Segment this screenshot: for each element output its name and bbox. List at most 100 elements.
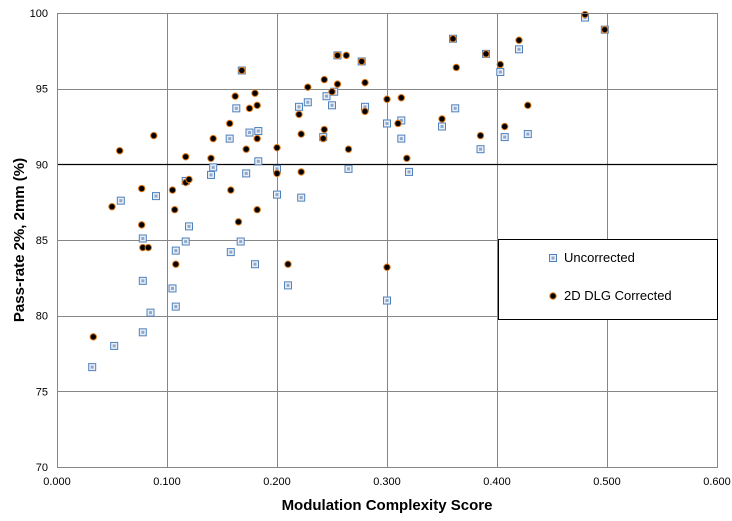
point-corrected bbox=[150, 131, 158, 140]
legend-box bbox=[498, 239, 718, 320]
point-corrected bbox=[253, 206, 261, 214]
point-corrected bbox=[383, 95, 391, 103]
point-uncorrected bbox=[476, 145, 485, 154]
point-corrected bbox=[138, 221, 146, 229]
point-uncorrected bbox=[251, 260, 259, 269]
legend-label-corrected: 2D DLG Corrected bbox=[564, 288, 672, 303]
legend-label-uncorrected: Uncorrected bbox=[564, 250, 635, 265]
point-corrected bbox=[501, 122, 509, 131]
point-corrected bbox=[438, 115, 446, 123]
point-corrected bbox=[227, 186, 235, 194]
point-corrected bbox=[138, 184, 146, 193]
point-uncorrected bbox=[245, 128, 254, 137]
point-corrected bbox=[253, 101, 261, 110]
legend: Uncorrected 2D DLG Corrected bbox=[498, 239, 718, 320]
point-uncorrected bbox=[116, 196, 125, 205]
point-uncorrected bbox=[496, 68, 505, 77]
point-corrected bbox=[394, 119, 402, 128]
x-tick-label: 0.200 bbox=[263, 476, 291, 488]
point-corrected bbox=[328, 87, 336, 96]
point-uncorrected bbox=[207, 170, 215, 179]
point-corrected bbox=[234, 218, 243, 226]
point-uncorrected bbox=[209, 163, 218, 172]
point-corrected bbox=[209, 134, 217, 143]
point-uncorrected bbox=[226, 248, 235, 257]
point-corrected bbox=[344, 145, 353, 153]
point-uncorrected bbox=[303, 98, 312, 107]
point-corrected bbox=[253, 134, 261, 143]
point-uncorrected bbox=[171, 246, 180, 255]
point-corrected bbox=[226, 119, 234, 128]
point-corrected bbox=[333, 80, 342, 88]
point-corrected bbox=[383, 263, 391, 271]
point-corrected bbox=[284, 260, 292, 268]
point-corrected bbox=[358, 57, 366, 66]
point-uncorrected bbox=[88, 363, 97, 372]
point-corrected bbox=[182, 153, 190, 161]
point-corrected bbox=[476, 131, 485, 140]
legend-circle-marker bbox=[549, 292, 557, 300]
point-corrected bbox=[319, 134, 327, 143]
point-uncorrected bbox=[138, 328, 147, 337]
point-uncorrected bbox=[232, 104, 241, 113]
y-tick-label: 80 bbox=[36, 311, 48, 323]
point-uncorrected bbox=[185, 222, 193, 231]
point-corrected bbox=[524, 101, 532, 110]
point-corrected bbox=[172, 260, 180, 268]
point-corrected bbox=[496, 60, 504, 69]
point-uncorrected bbox=[438, 122, 446, 131]
point-corrected bbox=[231, 92, 239, 100]
point-corrected bbox=[320, 125, 328, 134]
point-corrected bbox=[449, 35, 457, 43]
point-uncorrected bbox=[225, 134, 234, 143]
x-tick-label: 0.000 bbox=[43, 476, 71, 488]
point-corrected bbox=[304, 83, 312, 91]
point-corrected bbox=[452, 63, 460, 72]
point-uncorrected bbox=[138, 234, 147, 243]
point-corrected bbox=[403, 154, 411, 162]
legend-square-marker bbox=[549, 254, 557, 262]
point-uncorrected bbox=[322, 92, 331, 101]
y-tick-label: 100 bbox=[30, 8, 48, 20]
point-corrected bbox=[273, 143, 281, 152]
point-uncorrected bbox=[284, 281, 292, 290]
point-uncorrected bbox=[500, 133, 509, 142]
point-corrected bbox=[297, 168, 305, 176]
point-uncorrected bbox=[110, 341, 119, 350]
x-tick-label: 0.500 bbox=[593, 476, 621, 488]
y-tick-label: 95 bbox=[36, 84, 48, 96]
point-corrected bbox=[581, 10, 589, 19]
y-tick-label: 85 bbox=[36, 235, 48, 247]
point-corrected bbox=[333, 51, 342, 60]
point-uncorrected bbox=[273, 190, 281, 199]
point-corrected bbox=[342, 51, 350, 60]
point-uncorrected bbox=[451, 104, 460, 113]
point-corrected bbox=[207, 154, 215, 162]
point-uncorrected bbox=[383, 119, 391, 128]
point-corrected bbox=[361, 107, 369, 116]
tick-labels: 0.000 0.100 0.200 0.300 0.400 0.500 0.600 70 75 8… bbox=[30, 8, 731, 488]
point-corrected bbox=[297, 130, 305, 138]
point-uncorrected bbox=[168, 284, 177, 293]
point-uncorrected bbox=[405, 167, 413, 176]
point-uncorrected bbox=[242, 169, 251, 178]
point-corrected bbox=[116, 147, 124, 155]
point-uncorrected bbox=[383, 296, 391, 305]
legend-marker-uncorrected bbox=[549, 254, 557, 262]
point-corrected bbox=[273, 169, 281, 178]
legend-marker-corrected bbox=[549, 292, 557, 300]
point-uncorrected bbox=[328, 101, 336, 110]
point-uncorrected bbox=[515, 45, 523, 54]
point-uncorrected bbox=[344, 164, 353, 173]
point-uncorrected bbox=[236, 237, 245, 246]
point-uncorrected bbox=[297, 193, 306, 202]
point-corrected bbox=[397, 94, 405, 102]
y-tick-label: 75 bbox=[36, 386, 48, 398]
x-axis-title: Modulation Complexity Score bbox=[282, 497, 493, 514]
x-tick-label: 0.300 bbox=[373, 476, 401, 488]
point-uncorrected bbox=[146, 308, 155, 317]
point-uncorrected bbox=[171, 302, 180, 311]
point-uncorrected bbox=[181, 237, 190, 246]
